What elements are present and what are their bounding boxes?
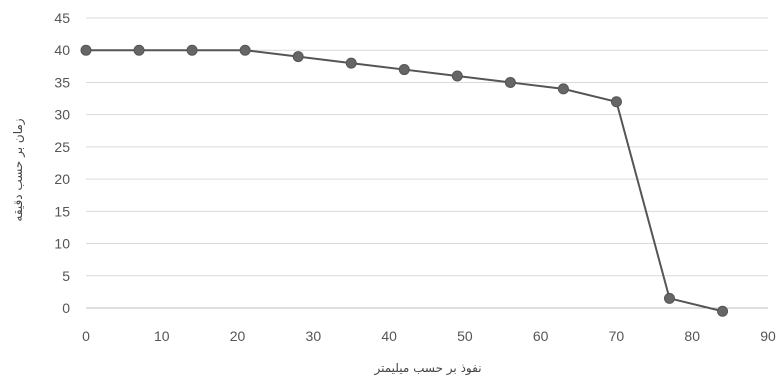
x-tick-label: 30 (306, 328, 322, 344)
x-tick-label: 90 (760, 328, 776, 344)
data-point (717, 305, 729, 317)
y-tick-label: 0 (62, 300, 70, 316)
x-axis-title: نفوذ بر حسب میلیمتر (373, 361, 481, 376)
data-point (663, 292, 675, 304)
data-point (239, 44, 251, 56)
x-tick-label: 70 (609, 328, 625, 344)
y-tick-label: 35 (54, 74, 70, 90)
y-axis-title: زمان بر حسب دقیقه (11, 118, 26, 221)
x-tick-label: 20 (230, 328, 246, 344)
y-axis-tick-labels: 0 5 10 15 20 25 30 35 40 45 (54, 10, 70, 316)
y-tick-label: 40 (54, 42, 70, 58)
data-point (80, 44, 92, 56)
data-point (292, 51, 304, 63)
y-tick-label: 25 (54, 139, 70, 155)
data-point (398, 64, 410, 76)
x-tick-label: 50 (457, 328, 473, 344)
y-tick-label: 10 (54, 236, 70, 252)
x-tick-label: 40 (381, 328, 397, 344)
data-point (345, 57, 357, 69)
x-tick-label: 10 (154, 328, 170, 344)
x-tick-label: 0 (82, 328, 90, 344)
data-point (557, 83, 569, 95)
data-point (610, 96, 622, 108)
x-axis-tick-labels: 0 10 20 30 40 50 60 70 80 90 (82, 328, 776, 344)
data-point (186, 44, 198, 56)
y-tick-label: 15 (54, 203, 70, 219)
series-time-vs-penetration (80, 44, 729, 317)
x-tick-label: 60 (533, 328, 549, 344)
x-tick-label: 80 (684, 328, 700, 344)
y-tick-label: 5 (62, 268, 70, 284)
data-point (133, 44, 145, 56)
y-tick-label: 30 (54, 107, 70, 123)
gridlines (86, 17, 768, 309)
data-point (451, 70, 463, 82)
y-tick-label: 20 (54, 171, 70, 187)
y-tick-label: 45 (54, 10, 70, 26)
data-point (504, 76, 516, 88)
series-line (86, 49, 723, 313)
